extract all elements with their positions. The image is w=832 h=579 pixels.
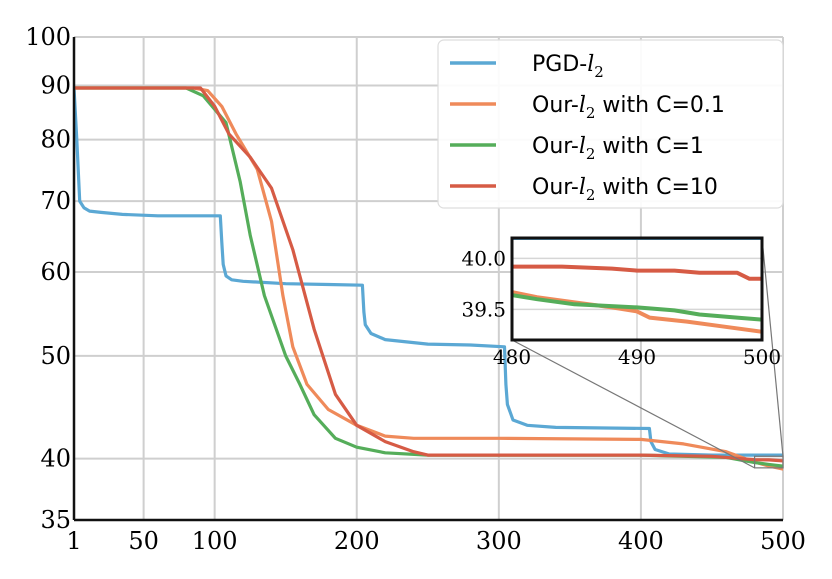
inset-x-tick-label: 490 — [618, 345, 656, 369]
legend-label-suffix: with C=10 — [595, 175, 717, 200]
legend-entry: PGD-l2 — [450, 52, 604, 81]
y-tick-label: 90 — [40, 71, 71, 99]
series-lines — [74, 86, 783, 471]
y-tick-label: 35 — [40, 506, 71, 534]
inset-connectors — [511, 237, 784, 469]
series-line — [74, 86, 783, 463]
inset-frame — [510, 236, 764, 342]
legend-label-sub: 2 — [586, 145, 596, 163]
series-line — [74, 86, 783, 457]
y-tick-label: 50 — [40, 342, 71, 370]
inset-series-line — [512, 293, 762, 322]
legend-label-prefix: PGD- — [532, 52, 587, 77]
zoom-connector-line — [761, 237, 784, 457]
legend-label-var: l — [587, 52, 594, 77]
inset-y-tick-label: 40.0 — [461, 246, 506, 270]
legend-label-sub: 2 — [594, 63, 604, 81]
legend-label-var: l — [579, 175, 586, 200]
legend-label: Our-l2 with C=0.1 — [532, 93, 725, 122]
legend-entry: Our-l2 with C=0.1 — [450, 93, 725, 122]
legend-label-var: l — [579, 93, 586, 118]
inset-x-tick-label: 500 — [743, 345, 781, 369]
y-tick-label: 100 — [25, 23, 71, 51]
legend-label-suffix: with C=1 — [595, 134, 703, 159]
x-tick-label: 500 — [760, 527, 806, 555]
y-tick-label: 70 — [40, 187, 71, 215]
x-tick-label: 100 — [192, 527, 238, 555]
zoom-connector-line — [511, 339, 755, 469]
x-tick-label: 1 — [66, 527, 81, 555]
x-tick-label: 200 — [334, 527, 380, 555]
legend-label-prefix: Our- — [532, 134, 579, 159]
legend-label: Our-l2 with C=1 — [532, 134, 704, 163]
x-tick-label: 400 — [618, 527, 664, 555]
series-group — [74, 86, 783, 471]
y-tick-label: 40 — [40, 445, 71, 473]
inset-x-tick-label: 480 — [493, 345, 531, 369]
inset-y-tick-label: 39.5 — [461, 297, 506, 321]
zoom-region-box — [753, 455, 784, 469]
inset-series-group — [512, 238, 762, 334]
legend-label-prefix: Our- — [532, 93, 579, 118]
legend-label-var: l — [579, 134, 586, 159]
x-tick-label: 300 — [476, 527, 522, 555]
inset-series-line — [512, 264, 762, 281]
series-line — [74, 86, 783, 471]
inset-chart: 480 490 500 39.5 40.0 — [461, 236, 781, 369]
x-tick-label: 50 — [128, 527, 159, 555]
y-tick-label: 80 — [40, 126, 71, 154]
legend-label: PGD-l2 — [532, 52, 604, 81]
legend-label-suffix: with C=0.1 — [595, 93, 724, 118]
axes: 1 50 100 200 300 400 500 35 40 50 60 70 80 90 100 — [25, 23, 806, 555]
legend-box — [437, 39, 784, 209]
y-tick-label: 60 — [40, 258, 71, 286]
legend-label-prefix: Our- — [532, 175, 579, 200]
legend-entry: Our-l2 with C=10 — [450, 175, 718, 204]
legend-label: Our-l2 with C=10 — [532, 175, 718, 204]
legend-label-sub: 2 — [586, 104, 596, 122]
legend-entry: Our-l2 with C=1 — [450, 134, 704, 163]
legend-label-sub: 2 — [586, 186, 596, 204]
